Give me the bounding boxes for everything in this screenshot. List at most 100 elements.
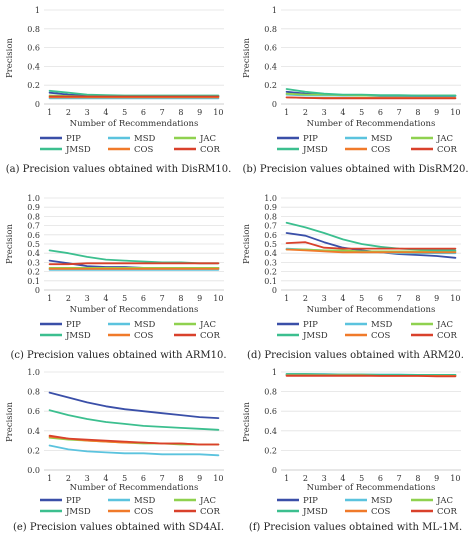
legend-label: JMSD xyxy=(302,145,328,155)
legend-label: JAC xyxy=(436,134,453,144)
x-tick-label: 7 xyxy=(160,294,165,303)
x-tick-label: 9 xyxy=(434,108,439,117)
x-tick-label: 5 xyxy=(359,294,364,303)
legend-label: JMSD xyxy=(65,507,91,517)
x-axis-label: Number of Recommendations xyxy=(307,483,436,493)
y-tick-label: 0.4 xyxy=(27,427,40,436)
series-line-cor xyxy=(285,241,457,250)
x-axis-label: Number of Recommendations xyxy=(70,305,199,315)
x-tick-label: 3 xyxy=(322,108,327,117)
x-tick-label: 9 xyxy=(197,474,202,483)
y-tick-label: 0.2 xyxy=(27,268,40,277)
y-tick-label: 1.0 xyxy=(27,368,40,377)
x-tick-label: 7 xyxy=(160,108,165,117)
y-tick-label: 0.4 xyxy=(264,249,277,258)
legend-label: COS xyxy=(134,331,153,341)
series-line-jmsd xyxy=(48,409,220,431)
legend-label: COS xyxy=(134,145,153,155)
legend-label: PIP xyxy=(66,320,81,330)
x-tick-label: 2 xyxy=(303,474,308,483)
chart-caption: (f) Precision values obtained with ML-1M… xyxy=(248,522,463,533)
series-line-msd xyxy=(48,444,220,457)
y-tick-label: 0.4 xyxy=(27,249,40,258)
y-tick-label: 0.1 xyxy=(264,277,277,286)
series-line-jmsd xyxy=(285,88,457,97)
x-tick-label: 5 xyxy=(122,108,127,117)
x-axis-label: Number of Recommendations xyxy=(70,119,199,129)
legend-label: COR xyxy=(437,145,457,155)
x-tick-label: 3 xyxy=(85,108,90,117)
x-tick-label: 8 xyxy=(415,474,420,483)
series-line-cor xyxy=(48,434,220,446)
y-tick-label: 0.8 xyxy=(264,25,277,34)
x-tick-label: 3 xyxy=(322,474,327,483)
y-tick-label: 0.3 xyxy=(264,258,277,267)
y-tick-label: 0.5 xyxy=(264,240,277,249)
y-tick-label: 0.0 xyxy=(27,466,40,475)
chart-caption: (a) Precision values obtained with DisRM… xyxy=(5,164,232,175)
x-tick-label: 9 xyxy=(197,294,202,303)
chart-svg: 00.10.20.30.40.50.60.70.80.91.0 1 2 3 4 5 6 7 8 9… xyxy=(242,194,461,341)
chart-disrm20: 0 0.2 0.4 0.6 0.8 1 1 2 3 4 5 6 7 8 9 10 Precision Number… xyxy=(237,0,474,178)
y-tick-label: 0.7 xyxy=(27,222,40,231)
x-tick-label: 1 xyxy=(284,108,289,117)
x-tick-label: 2 xyxy=(66,474,71,483)
chart-svg: 0 0.2 0.4 0.6 0.8 1 1 2 3 4 5 6 7 8 9 10 Precision Number… xyxy=(5,6,224,155)
y-tick-label: 0.6 xyxy=(264,407,277,416)
y-tick-label: 0.4 xyxy=(264,62,277,71)
legend-label: JMSD xyxy=(302,331,328,341)
y-tick-label: 0.2 xyxy=(264,446,277,455)
chart-sd4ai: 0.0 0.2 0.4 0.6 0.8 1.0 1 2 3 4 5 6 7 8 9 10 Precision Nu… xyxy=(0,360,237,538)
y-tick-label: 0.8 xyxy=(27,25,40,34)
x-tick-label: 2 xyxy=(66,294,71,303)
y-tick-label: 1.0 xyxy=(27,194,40,203)
chart-arm20: 0 0.1 0.2 0.3 0.4 0.5 0.6 0.7 0.8 0.9 1.0 1 2 3 4 5 6 7 8 9… xyxy=(237,184,474,362)
legend-label: JMSD xyxy=(65,331,91,341)
x-tick-label: 6 xyxy=(141,108,146,117)
legend-label: MSD xyxy=(134,134,156,144)
legend-label: COR xyxy=(200,331,220,341)
x-tick-label: 5 xyxy=(122,474,127,483)
legend-label: COS xyxy=(134,507,153,517)
x-tick-label: 1 xyxy=(284,474,289,483)
x-tick-label: 10 xyxy=(450,474,460,483)
legend-label: MSD xyxy=(134,320,156,330)
y-tick-label: 0 xyxy=(35,100,40,109)
y-tick-label: 1.0 xyxy=(264,194,277,203)
series-line-cos xyxy=(285,248,457,254)
series-line-jmsd xyxy=(285,373,457,376)
series-line-jmsd xyxy=(48,89,220,97)
legend-label: COR xyxy=(200,145,220,155)
x-tick-label: 5 xyxy=(359,474,364,483)
chart-caption: (e) Precision values obtained with SD4AI… xyxy=(12,522,225,533)
x-tick-label: 8 xyxy=(415,108,420,117)
x-axis-label: Number of Recommendations xyxy=(307,119,436,129)
x-tick-label: 10 xyxy=(213,108,223,117)
y-tick-label: 1 xyxy=(272,6,277,15)
x-tick-label: 4 xyxy=(103,294,108,303)
legend-label: MSD xyxy=(134,496,156,506)
legend-label: JAC xyxy=(199,320,216,330)
y-tick-label: 0.8 xyxy=(264,212,277,221)
legend-label: MSD xyxy=(371,134,393,144)
y-tick-label: 0 xyxy=(35,286,40,295)
x-tick-label: 3 xyxy=(322,294,327,303)
y-axis-label: Precision xyxy=(5,401,15,441)
x-tick-label: 2 xyxy=(303,108,308,117)
x-tick-label: 6 xyxy=(378,108,383,117)
x-tick-label: 4 xyxy=(103,474,108,483)
legend-label: COR xyxy=(437,331,457,341)
x-tick-label: 5 xyxy=(122,294,127,303)
y-tick-label: 0.8 xyxy=(264,388,277,397)
legend-label: JAC xyxy=(436,320,453,330)
y-tick-label: 0.9 xyxy=(27,203,40,212)
legend-label: COS xyxy=(371,331,390,341)
y-axis-label: Precision xyxy=(5,37,15,77)
x-tick-label: 10 xyxy=(450,108,460,117)
x-tick-label: 10 xyxy=(450,294,460,303)
y-tick-label: 1 xyxy=(35,6,40,15)
x-tick-label: 8 xyxy=(178,108,183,117)
legend-label: MSD xyxy=(371,496,393,506)
x-tick-label: 1 xyxy=(47,474,52,483)
x-tick-label: 10 xyxy=(213,294,223,303)
